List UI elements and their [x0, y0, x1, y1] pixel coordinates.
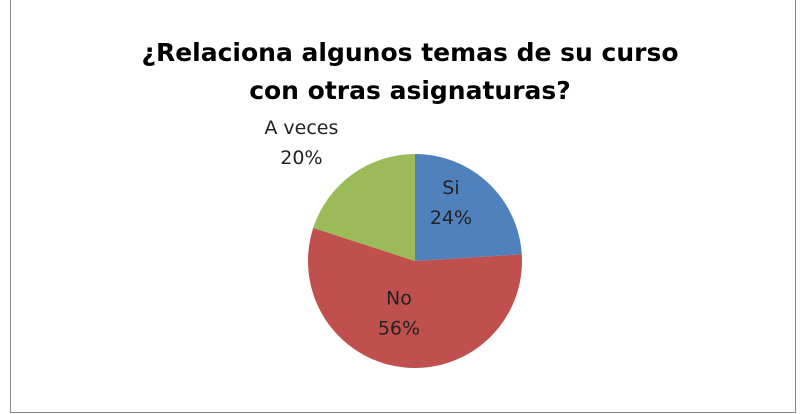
pie-slice [313, 154, 415, 261]
chart-frame [10, 0, 796, 413]
slice-category-label: A veces [264, 117, 338, 139]
slice-value-label: 56% [378, 318, 420, 340]
chart-title: ¿Relaciona algunos temas de su curso con… [141, 38, 679, 105]
pie-slice [308, 227, 522, 368]
pie-slice [415, 154, 522, 261]
slice-category-label: No [386, 288, 412, 310]
slice-value-label: 20% [280, 147, 322, 169]
slice-category-label: Si [442, 177, 459, 199]
slice-value-label: 24% [430, 207, 472, 229]
